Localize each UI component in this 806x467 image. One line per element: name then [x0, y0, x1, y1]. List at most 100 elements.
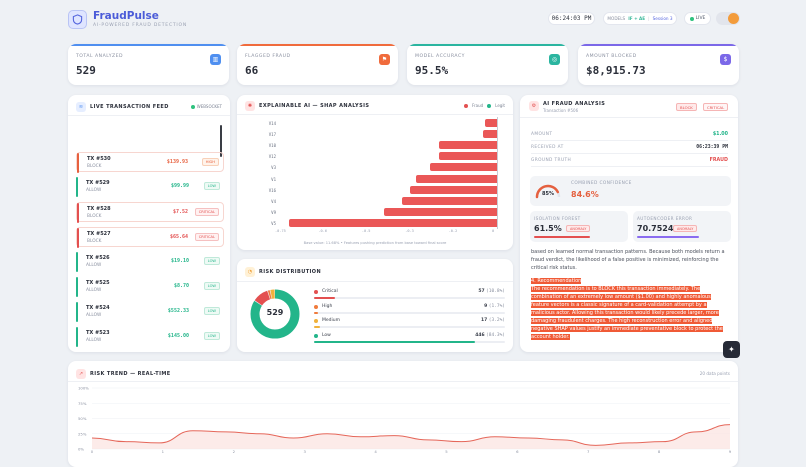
- feed-item[interactable]: TX #528 BLOCK $7.52 CRITICAL: [76, 202, 224, 223]
- divider: [237, 281, 513, 282]
- feed-title: LIVE TRANSACTION FEED: [90, 104, 169, 110]
- risk-fill: [314, 340, 475, 343]
- divider: [520, 117, 738, 118]
- explanation-text: based on learned normal transaction patt…: [531, 249, 725, 271]
- brain-icon: ✺: [245, 101, 255, 111]
- feed-item-badge: LOW: [203, 307, 220, 315]
- decision-badge: BLOCK: [676, 103, 697, 111]
- websocket-label: WEBSOCKET: [196, 104, 222, 109]
- shap-feature-label: V16: [268, 187, 276, 193]
- feed-item-id: TX #523: [86, 330, 110, 336]
- shap-axis-tick: -0.5: [361, 229, 371, 233]
- truth-value: FRAUD: [709, 158, 728, 163]
- risk-count: 446 (84.3%): [475, 333, 505, 338]
- stat-accent-bar: [407, 44, 568, 46]
- x-tick-label: 3: [303, 449, 306, 454]
- stat-accent-bar: [237, 44, 398, 46]
- risk-track: [314, 311, 505, 314]
- theme-toggle[interactable]: [716, 12, 740, 25]
- trend-area: [92, 424, 730, 449]
- pie-chart-icon: ◔: [245, 267, 255, 277]
- feed-item[interactable]: TX #526 ALLOW $19.10 LOW: [76, 252, 224, 272]
- divider: [68, 115, 230, 116]
- y-tick-label: 50%: [78, 416, 87, 421]
- live-label: LIVE: [695, 16, 706, 21]
- autoencoder-panel: AUTOENCODER ERROR 70.7524 ANOMALY: [633, 211, 731, 242]
- risk-count-value: 9: [484, 303, 488, 309]
- truth-label: GROUND TRUTH: [531, 158, 572, 163]
- shap-bar: [415, 174, 497, 183]
- trend-line: [91, 424, 731, 446]
- feed-item[interactable]: TX #523 ALLOW $145.00 LOW: [76, 327, 224, 347]
- shap-bar: [485, 119, 497, 127]
- feed-item-id: TX #525: [86, 280, 110, 286]
- shap-legend: Fraud Legit: [463, 103, 505, 108]
- risk-row: Medium 17 (3.2%): [314, 318, 505, 334]
- y-tick-label: 25%: [78, 431, 87, 436]
- confidence-value: 84.6%: [571, 190, 599, 199]
- received-row: RECEIVED AT 06:23:39 PM: [531, 143, 728, 154]
- trend-icon: ↗: [76, 369, 86, 379]
- isolation-forest-panel: ISOLATION FOREST 61.5% ANOMALY: [530, 211, 628, 242]
- risk-trend-card: ↗ RISK TREND — REAL-TIME 20 data points …: [68, 361, 738, 467]
- feed-item[interactable]: TX #525 ALLOW $8.70 LOW: [76, 277, 224, 297]
- feed-item-indicator: [76, 302, 78, 322]
- stat-label: MODEL ACCURACY: [415, 54, 465, 59]
- app-logo: [68, 10, 87, 29]
- shield-icon: [72, 14, 83, 25]
- feed-item[interactable]: TX #529 ALLOW $99.99 LOW: [76, 177, 224, 197]
- received-value: 06:23:39 PM: [696, 145, 728, 150]
- feed-item-badge: LOW: [203, 257, 220, 265]
- confidence-label: COMBINED CONFIDENCE: [571, 181, 632, 186]
- target-icon: ◎: [549, 54, 560, 65]
- shap-feature-label: V5: [271, 220, 276, 226]
- x-tick-label: 0: [91, 449, 94, 454]
- gauge-fill: [535, 184, 560, 199]
- feed-item-indicator: [76, 327, 78, 347]
- wifi-icon: ≋: [76, 102, 86, 112]
- feed-item-badge: LOW: [203, 332, 220, 340]
- feed-item[interactable]: TX #527 BLOCK $65.64 CRITICAL: [76, 227, 224, 248]
- feed-item-indicator: [77, 203, 79, 223]
- shap-feature-label: V4: [271, 198, 276, 204]
- divider: [68, 381, 738, 382]
- risk-count: 17 (3.2%): [481, 318, 505, 323]
- confidence-gauge: [535, 184, 561, 199]
- trend-title: RISK TREND — REAL-TIME: [90, 371, 171, 377]
- shap-bar: [288, 218, 497, 227]
- feed-item[interactable]: TX #524 ALLOW $552.33 LOW: [76, 302, 224, 322]
- divider: [237, 114, 513, 115]
- feed-item-status: ALLOW: [86, 313, 102, 318]
- feed-item-amount: $99.99: [170, 183, 189, 189]
- sparkle-action-button[interactable]: ✦: [723, 341, 740, 358]
- feed-item-status: BLOCK: [87, 214, 102, 219]
- risk-count-value: 57: [478, 289, 485, 294]
- legend-fraud-dot: [463, 103, 468, 108]
- x-tick-label: 5: [445, 449, 448, 454]
- feed-item-amount: $139.93: [166, 159, 188, 165]
- feed-item-status: BLOCK: [87, 164, 102, 169]
- brand-tagline: AI-POWERED FRAUD DETECTION: [93, 23, 188, 28]
- feed-item-amount: $7.52: [172, 209, 188, 215]
- recommendation-heading: 4. Recommendation: [531, 278, 582, 284]
- toggle-knob: [728, 13, 739, 24]
- feed-item[interactable]: TX #530 BLOCK $139.93 HIGH: [76, 152, 224, 173]
- shap-bar: [482, 130, 497, 139]
- risk-dot: [314, 304, 318, 309]
- shap-card: ✺ EXPLAINABLE AI — SHAP ANALYSIS Fraud L…: [237, 95, 513, 250]
- stat-card: TOTAL ANALYZED 529 ▥: [68, 44, 229, 85]
- feed-scrollbar[interactable]: [220, 125, 222, 157]
- donut-total: 529: [266, 308, 284, 317]
- risk-name: Low: [322, 332, 331, 338]
- iso-label: ISOLATION FOREST: [534, 216, 581, 221]
- feed-item-id: TX #524: [86, 305, 110, 311]
- risk-count: 9 (1.7%): [484, 304, 505, 309]
- feed-item-amount: $552.33: [167, 308, 189, 314]
- feed-item-status: ALLOW: [86, 338, 102, 343]
- risk-count-value: 17: [481, 318, 488, 323]
- live-indicator: LIVE: [684, 12, 711, 25]
- feed-item-badge: LOW: [203, 182, 220, 190]
- feed-item-id: TX #528: [87, 206, 111, 212]
- shap-bar: [410, 185, 497, 194]
- x-tick-label: 4: [374, 449, 377, 454]
